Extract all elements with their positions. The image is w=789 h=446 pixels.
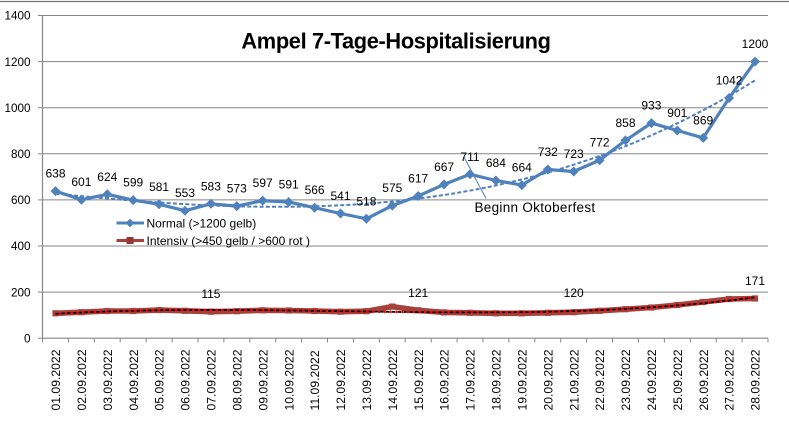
svg-text:12.09.2022: 12.09.2022 (334, 349, 348, 410)
svg-text:1200: 1200 (742, 37, 769, 51)
svg-text:20.09.2022: 20.09.2022 (541, 349, 555, 410)
svg-text:583: 583 (201, 179, 221, 193)
svg-text:1200: 1200 (4, 56, 31, 69)
svg-text:566: 566 (305, 183, 325, 197)
svg-text:Normal (>1200 gelb): Normal (>1200 gelb) (147, 216, 257, 230)
svg-text:28.09.2022: 28.09.2022 (749, 349, 763, 410)
svg-text:0: 0 (24, 332, 31, 345)
svg-text:858: 858 (615, 116, 635, 130)
svg-text:03.09.2022: 03.09.2022 (101, 349, 115, 410)
svg-text:711: 711 (460, 150, 479, 164)
svg-text:01.09.2022: 01.09.2022 (49, 349, 63, 410)
svg-text:13.09.2022: 13.09.2022 (360, 349, 374, 410)
svg-text:400: 400 (11, 240, 31, 253)
svg-text:121: 121 (408, 286, 428, 300)
svg-text:667: 667 (434, 160, 454, 174)
svg-text:601: 601 (71, 175, 91, 189)
svg-text:933: 933 (641, 99, 661, 113)
svg-text:04.09.2022: 04.09.2022 (127, 349, 141, 410)
svg-text:575: 575 (382, 181, 402, 195)
svg-text:15.09.2022: 15.09.2022 (412, 349, 426, 410)
svg-text:120: 120 (564, 286, 584, 300)
svg-text:200: 200 (11, 286, 31, 299)
svg-text:05.09.2022: 05.09.2022 (153, 349, 167, 410)
svg-text:541: 541 (330, 189, 350, 203)
svg-text:14.09.2022: 14.09.2022 (386, 349, 400, 410)
svg-text:732: 732 (538, 145, 558, 159)
svg-text:18.09.2022: 18.09.2022 (490, 349, 504, 410)
svg-text:24.09.2022: 24.09.2022 (645, 349, 659, 410)
svg-text:22.09.2022: 22.09.2022 (593, 349, 607, 410)
svg-text:553: 553 (175, 186, 195, 200)
svg-text:23.09.2022: 23.09.2022 (619, 349, 633, 410)
svg-text:07.09.2022: 07.09.2022 (205, 349, 219, 410)
svg-text:800: 800 (11, 148, 31, 161)
svg-text:573: 573 (227, 182, 247, 196)
svg-text:1000: 1000 (4, 102, 31, 115)
svg-text:1400: 1400 (4, 10, 31, 23)
svg-text:Beginn Oktoberfest: Beginn Oktoberfest (475, 200, 596, 215)
svg-text:Ampel 7-Tage-Hospitalisierung: Ampel 7-Tage-Hospitalisierung (241, 29, 550, 54)
svg-text:16.09.2022: 16.09.2022 (438, 349, 452, 410)
svg-text:06.09.2022: 06.09.2022 (179, 349, 193, 410)
svg-text:518: 518 (356, 194, 376, 208)
svg-text:664: 664 (512, 161, 532, 175)
svg-text:02.09.2022: 02.09.2022 (75, 349, 89, 410)
svg-text:1042: 1042 (716, 74, 743, 88)
svg-text:09.09.2022: 09.09.2022 (256, 349, 270, 410)
svg-text:600: 600 (11, 194, 31, 207)
svg-text:19.09.2022: 19.09.2022 (515, 349, 529, 410)
svg-text:772: 772 (590, 136, 610, 150)
svg-text:10.09.2022: 10.09.2022 (282, 349, 296, 410)
svg-text:Intensiv (>450 gelb / >600 rot: Intensiv (>450 gelb / >600 rot ) (147, 234, 310, 248)
svg-text:617: 617 (408, 172, 428, 186)
svg-text:17.09.2022: 17.09.2022 (464, 349, 478, 410)
svg-text:638: 638 (45, 167, 65, 181)
svg-text:115: 115 (201, 287, 220, 301)
svg-text:21.09.2022: 21.09.2022 (567, 349, 581, 410)
svg-text:591: 591 (279, 178, 299, 192)
svg-text:597: 597 (253, 176, 273, 190)
svg-text:869: 869 (693, 113, 713, 127)
svg-text:26.09.2022: 26.09.2022 (697, 349, 711, 410)
svg-text:624: 624 (97, 170, 117, 184)
svg-text:171: 171 (745, 274, 765, 288)
svg-text:581: 581 (149, 180, 169, 194)
svg-text:723: 723 (564, 147, 584, 161)
svg-text:27.09.2022: 27.09.2022 (723, 349, 737, 410)
svg-text:08.09.2022: 08.09.2022 (230, 349, 244, 410)
svg-text:25.09.2022: 25.09.2022 (671, 349, 685, 410)
svg-text:901: 901 (667, 106, 687, 120)
svg-text:599: 599 (123, 176, 143, 190)
svg-text:684: 684 (486, 156, 506, 170)
svg-text:11.09.2022: 11.09.2022 (308, 350, 322, 410)
